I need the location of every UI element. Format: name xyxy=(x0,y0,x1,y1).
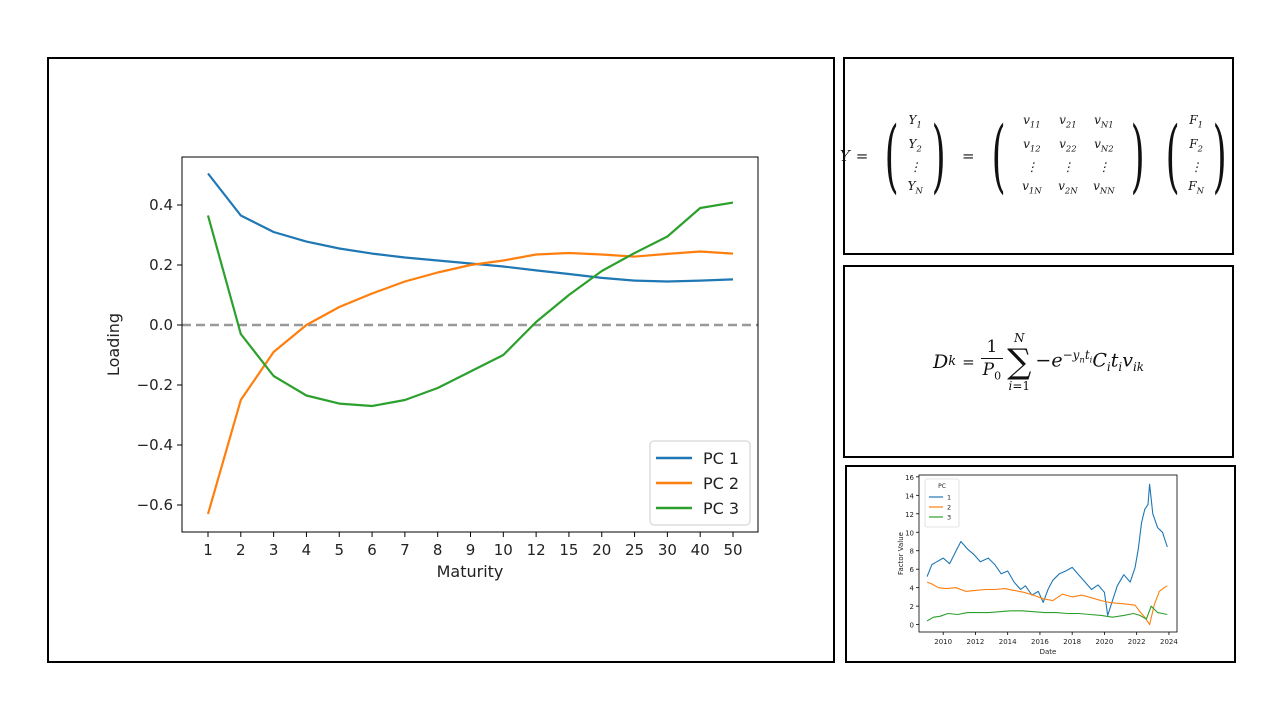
y-tick-label: 0.0 xyxy=(149,316,173,334)
y-tick-label: 0.2 xyxy=(149,256,173,274)
x-tick-label: 50 xyxy=(723,541,742,559)
legend-label-pc1: PC 1 xyxy=(703,449,739,468)
legend-box xyxy=(649,440,751,526)
x-tick-label: 2020 xyxy=(1096,638,1114,646)
x-tick-label: 2014 xyxy=(999,638,1017,646)
factor-model-equation: Y = ( Y1 Y2 ⋮ YN ) = ( v11 v21 vN1 v12 v22 vN2 ⋮… xyxy=(839,108,1227,202)
legend: PC 1 PC 2 PC 3 xyxy=(649,440,751,526)
y-tick-label: 4 xyxy=(910,585,915,593)
x-tick-label: 2016 xyxy=(1031,638,1049,646)
legend-label-pc3: PC 3 xyxy=(703,499,739,518)
x-tick-label: 40 xyxy=(691,541,710,559)
plot-frame xyxy=(181,156,759,533)
x-tick-label: 2012 xyxy=(967,638,985,646)
x-tick-label: 2024 xyxy=(1160,638,1178,646)
series-line-pc3 xyxy=(206,201,734,408)
x-tick-label: 12 xyxy=(527,541,546,559)
x-tick-label: 5 xyxy=(334,541,344,559)
x-tick-label: 6 xyxy=(367,541,377,559)
legend-box xyxy=(924,478,960,528)
x-tick-label: 20 xyxy=(592,541,611,559)
y-tick-label: 10 xyxy=(905,529,914,537)
legend-label-3: 3 xyxy=(947,514,951,522)
factor-model-equation-panel: Y = ( Y1 Y2 ⋮ YN ) = ( v11 v21 vN1 v12 v22 vN2 ⋮… xyxy=(839,57,1234,255)
x-axis-label: Maturity xyxy=(437,562,504,581)
x-tick-label: 2018 xyxy=(1063,638,1081,646)
x-tick-label: 25 xyxy=(625,541,644,559)
x-tick-label: 4 xyxy=(302,541,312,559)
y-tick-label: −0.6 xyxy=(137,496,173,514)
y-tick-label: 2 xyxy=(910,603,914,611)
x-axis-label: Date xyxy=(1040,648,1057,656)
y-tick-label: 0 xyxy=(910,622,914,630)
x-tick-label: 2010 xyxy=(934,638,952,646)
factor-series-line-2 xyxy=(926,581,1168,626)
legend-title: PC xyxy=(938,483,946,490)
y-axis-label: Loading xyxy=(104,313,123,376)
x-tick-label: 30 xyxy=(658,541,677,559)
y-tick-label: 8 xyxy=(910,548,914,556)
y-tick-label: 16 xyxy=(905,474,914,482)
factor-series-line-3 xyxy=(926,605,1168,622)
y-tick-label: 6 xyxy=(910,566,915,574)
x-tick-label: 9 xyxy=(466,541,476,559)
legend: PC1 2 3 xyxy=(924,478,960,528)
y-tick-label: 12 xyxy=(905,511,914,519)
x-tick-label: 3 xyxy=(269,541,279,559)
factor-series-line-1 xyxy=(926,483,1168,616)
pca-loadings-panel: 0.4 0.2 0.0 −0.2 −0.4 −0.6 1 2 3 4 5 6 7 8 9 10 12 15 20 25… xyxy=(47,57,835,663)
legend-label-pc2: PC 2 xyxy=(703,474,739,493)
y-tick-label: −0.2 xyxy=(137,376,173,394)
legend-label-1: 1 xyxy=(947,494,951,502)
pca-loadings-chart: 0.40.20.0−0.2−0.4−0.61 2 3 4 5 6 7 8 9 10 12 15 20 25… xyxy=(104,156,759,581)
x-tick-label: 2022 xyxy=(1128,638,1146,646)
plot-frame xyxy=(918,474,1178,633)
y-tick-label: 0.4 xyxy=(149,196,173,214)
x-tick-label: 10 xyxy=(494,541,513,559)
y-tick-label: 14 xyxy=(905,492,914,500)
x-tick-label: 8 xyxy=(433,541,443,559)
y-tick-label: −0.4 xyxy=(137,436,173,454)
x-tick-label: 15 xyxy=(559,541,578,559)
x-tick-label: 7 xyxy=(400,541,410,559)
x-tick-label: 1 xyxy=(203,541,213,559)
series-line-pc1 xyxy=(207,172,734,283)
y-axis-label: Factor Value xyxy=(897,532,905,575)
legend-label-2: 2 xyxy=(947,504,951,512)
x-tick-label: 2 xyxy=(236,541,246,559)
factor-values-panel: 0 2 4 6 8 10 12 14 16 2010 2012 2014 2016 2018 2020 202… xyxy=(845,465,1236,663)
series-line-pc2 xyxy=(206,250,734,515)
